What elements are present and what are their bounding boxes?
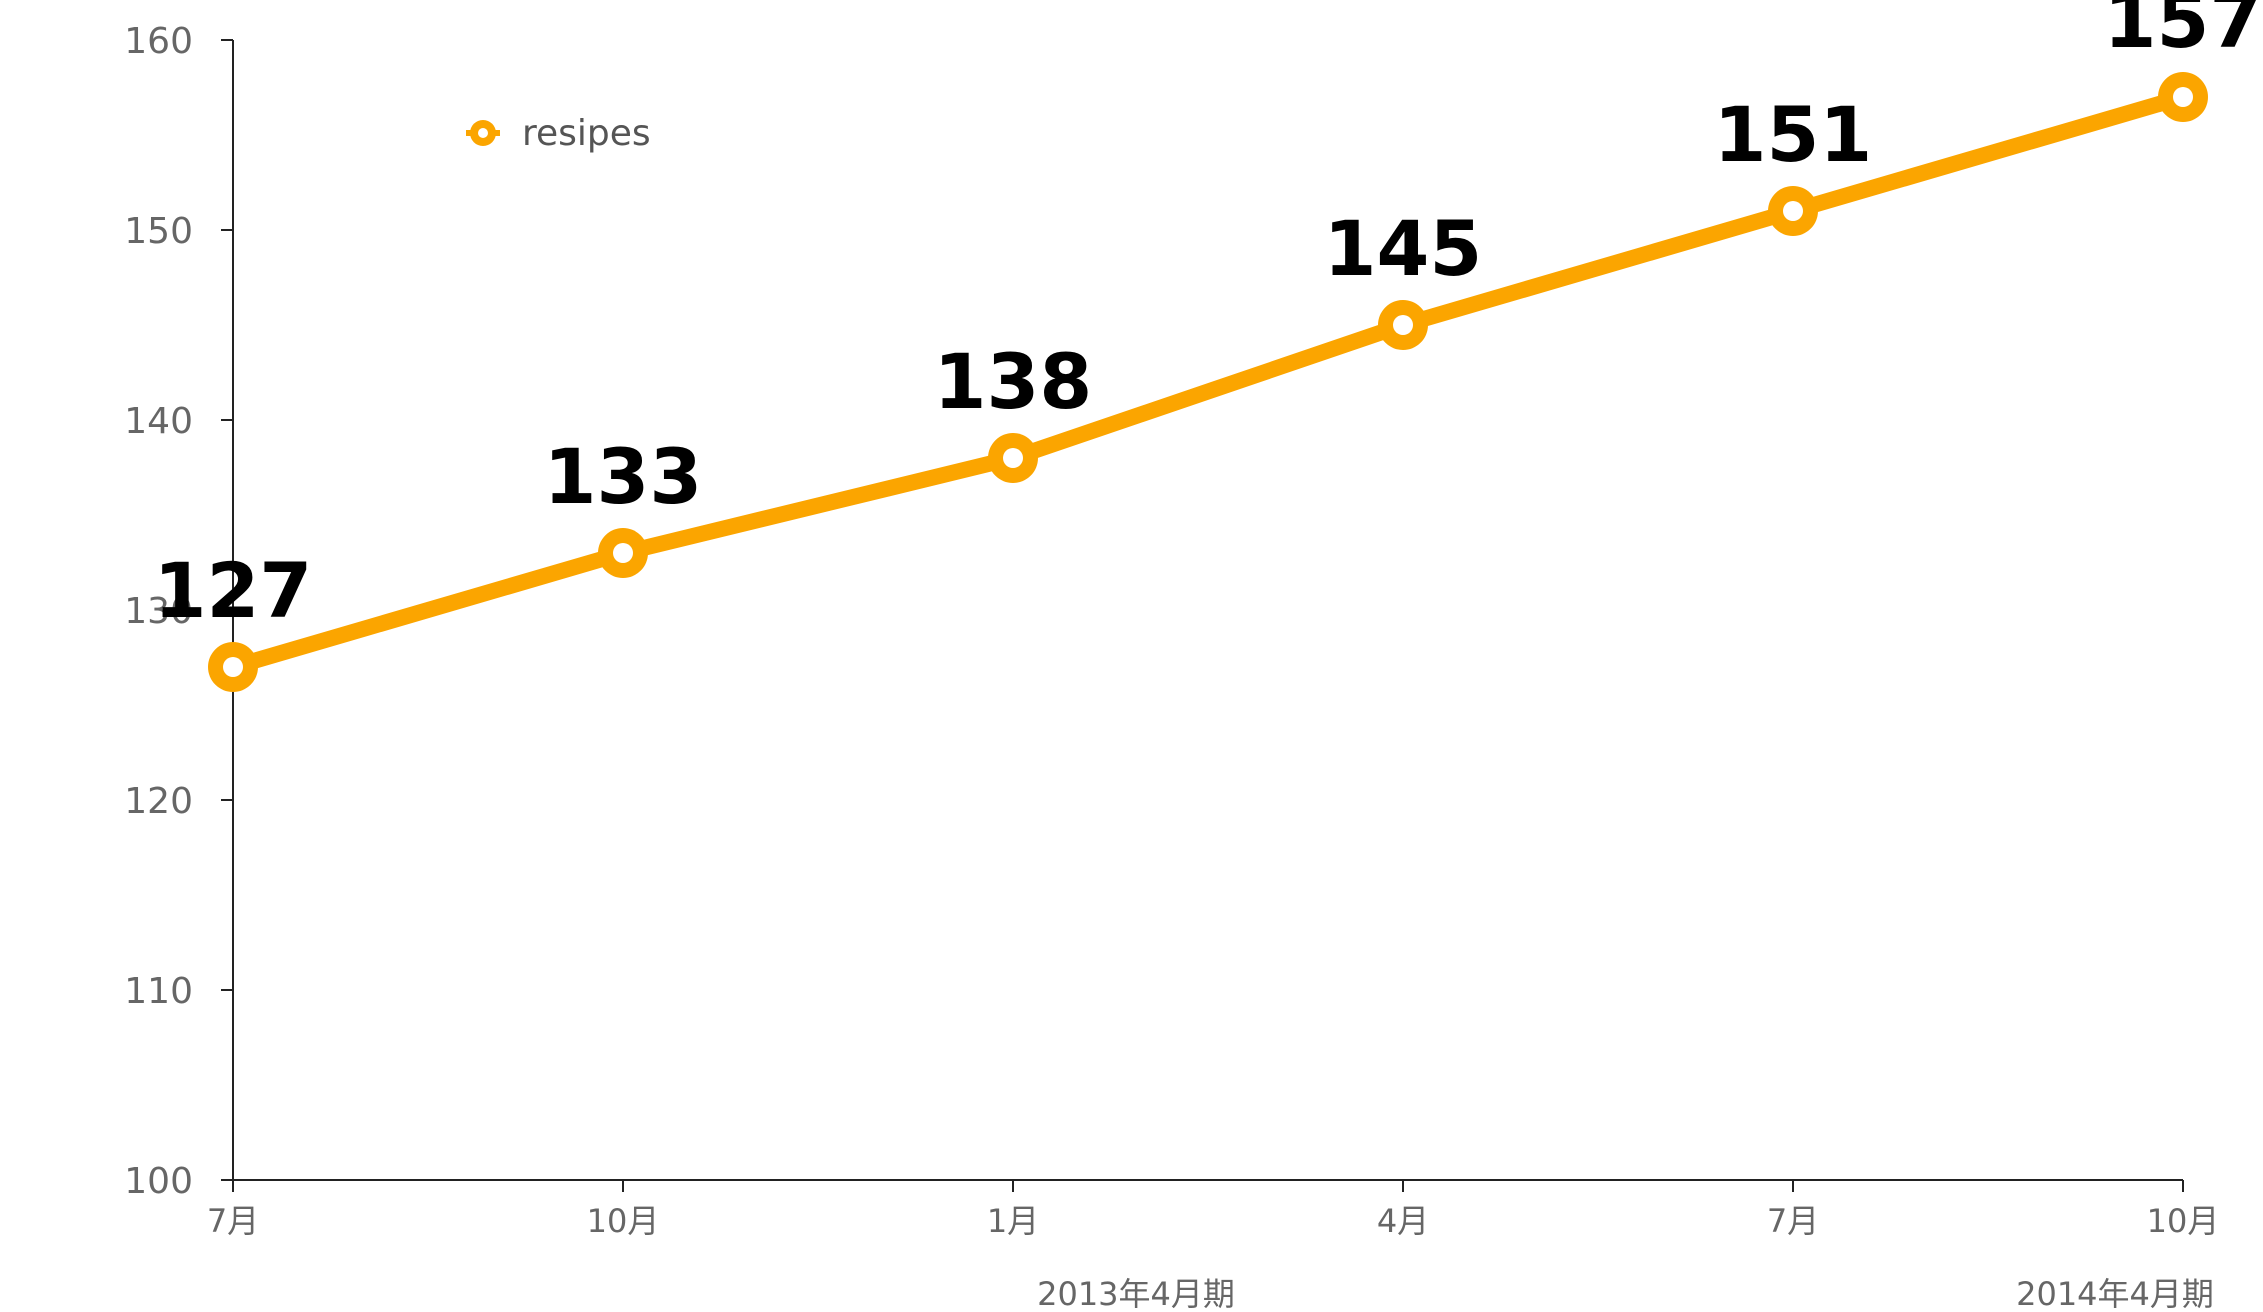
y-tick-label-110: 110	[124, 971, 193, 1012]
y-tick-label-150: 150	[124, 211, 193, 252]
y-tick-label-140: 140	[124, 401, 193, 442]
x-tick-label-4: 7月	[1767, 1202, 1819, 1240]
data-labels-layer: 127 133 138 145 151 157	[154, 0, 2263, 635]
series-line-0	[225, 89, 2191, 675]
data-label-3: 145	[1324, 204, 1483, 293]
group-label-0: 2013年4月期	[1037, 1275, 1235, 1312]
data-label-5: 157	[2104, 0, 2263, 65]
chart-axes: 100 110 120 130 140 150 160 7月 10月 1月 4月 7月 10月 2013年…	[124, 21, 2219, 1312]
x-tick-label-5: 10月	[2147, 1202, 2220, 1240]
y-tick-label-120: 120	[124, 781, 193, 822]
data-point-center-2	[1003, 448, 1023, 468]
legend-label: resipes	[522, 113, 651, 154]
x-tick-label-2: 1月	[987, 1202, 1039, 1240]
data-label-2: 138	[934, 337, 1093, 426]
data-label-1: 133	[544, 432, 703, 521]
x-tick-label-0: 7月	[207, 1202, 259, 1240]
series-layer	[208, 72, 2208, 692]
y-tick-label-160: 160	[124, 21, 193, 62]
y-tick-label-130: 130	[124, 591, 193, 632]
group-label-1: 2014年4月期	[2016, 1275, 2214, 1312]
data-point-center-0	[223, 657, 243, 677]
data-point-center-5	[2173, 87, 2193, 107]
y-tick-label-100: 100	[124, 1161, 193, 1202]
x-tick-label-3: 4月	[1377, 1202, 1429, 1240]
x-tick-label-1: 10月	[587, 1202, 660, 1240]
data-point-center-4	[1783, 201, 1803, 221]
data-point-center-3	[1393, 315, 1413, 335]
chart-legend: resipes	[466, 113, 651, 154]
data-label-4: 151	[1714, 90, 1873, 179]
data-point-center-1	[613, 543, 633, 563]
legend-marker-center	[478, 128, 488, 138]
data-label-0: 127	[154, 546, 313, 635]
